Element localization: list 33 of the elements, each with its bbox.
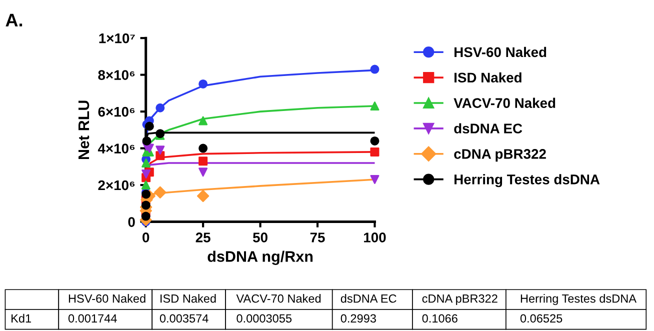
legend-label: dsDNA EC bbox=[454, 123, 522, 134]
y-tick-label: 1×10⁷ bbox=[99, 33, 135, 44]
x-tick-label: 25 bbox=[196, 232, 210, 242]
text: 0.0003055 bbox=[236, 314, 292, 323]
y-tick-label: 6×10⁶ bbox=[98, 106, 135, 117]
text: VACV-70 Naked bbox=[236, 294, 321, 303]
text: Herring Testes dsDNA bbox=[520, 294, 637, 306]
x-tick-label: 100 bbox=[364, 232, 386, 242]
text: ISD Naked bbox=[160, 294, 216, 303]
legend-label: ISD Naked bbox=[454, 72, 522, 83]
legend-label: HSV-60 Naked bbox=[454, 46, 546, 58]
y-axis-title: Net RLU bbox=[78, 100, 90, 160]
x-tick-label: 0 bbox=[142, 232, 150, 242]
y-tick-label: 8×10⁶ bbox=[98, 70, 135, 80]
text: 0.003574 bbox=[160, 314, 208, 323]
text: 0.1066 bbox=[422, 314, 458, 323]
legend-label: VACV-70 Naked bbox=[454, 98, 556, 108]
legend-label: Herring Testes dsDNA bbox=[454, 174, 600, 188]
text: 0.2993 bbox=[340, 314, 376, 323]
text: dsDNA EC bbox=[340, 294, 396, 303]
text: 0.06525 bbox=[520, 314, 562, 323]
y-tick-label: 0 bbox=[128, 217, 135, 227]
x-axis-title: dsDNA ng/Rxn bbox=[208, 250, 313, 265]
y-tick-label: 2×10⁶ bbox=[98, 180, 135, 190]
chart-title: A. bbox=[6, 14, 22, 26]
text: 0.001744 bbox=[68, 314, 117, 323]
text: HSV-60 Naked bbox=[68, 294, 146, 303]
x-tick-label: 50 bbox=[252, 232, 268, 242]
text: Kd1 bbox=[12, 314, 31, 323]
y-tick-label: 4×10⁶ bbox=[98, 144, 135, 154]
x-tick-label: 75 bbox=[310, 232, 325, 242]
text: cDNA pBR322 bbox=[422, 294, 498, 306]
legend-label: cDNA pBR322 bbox=[454, 149, 546, 162]
